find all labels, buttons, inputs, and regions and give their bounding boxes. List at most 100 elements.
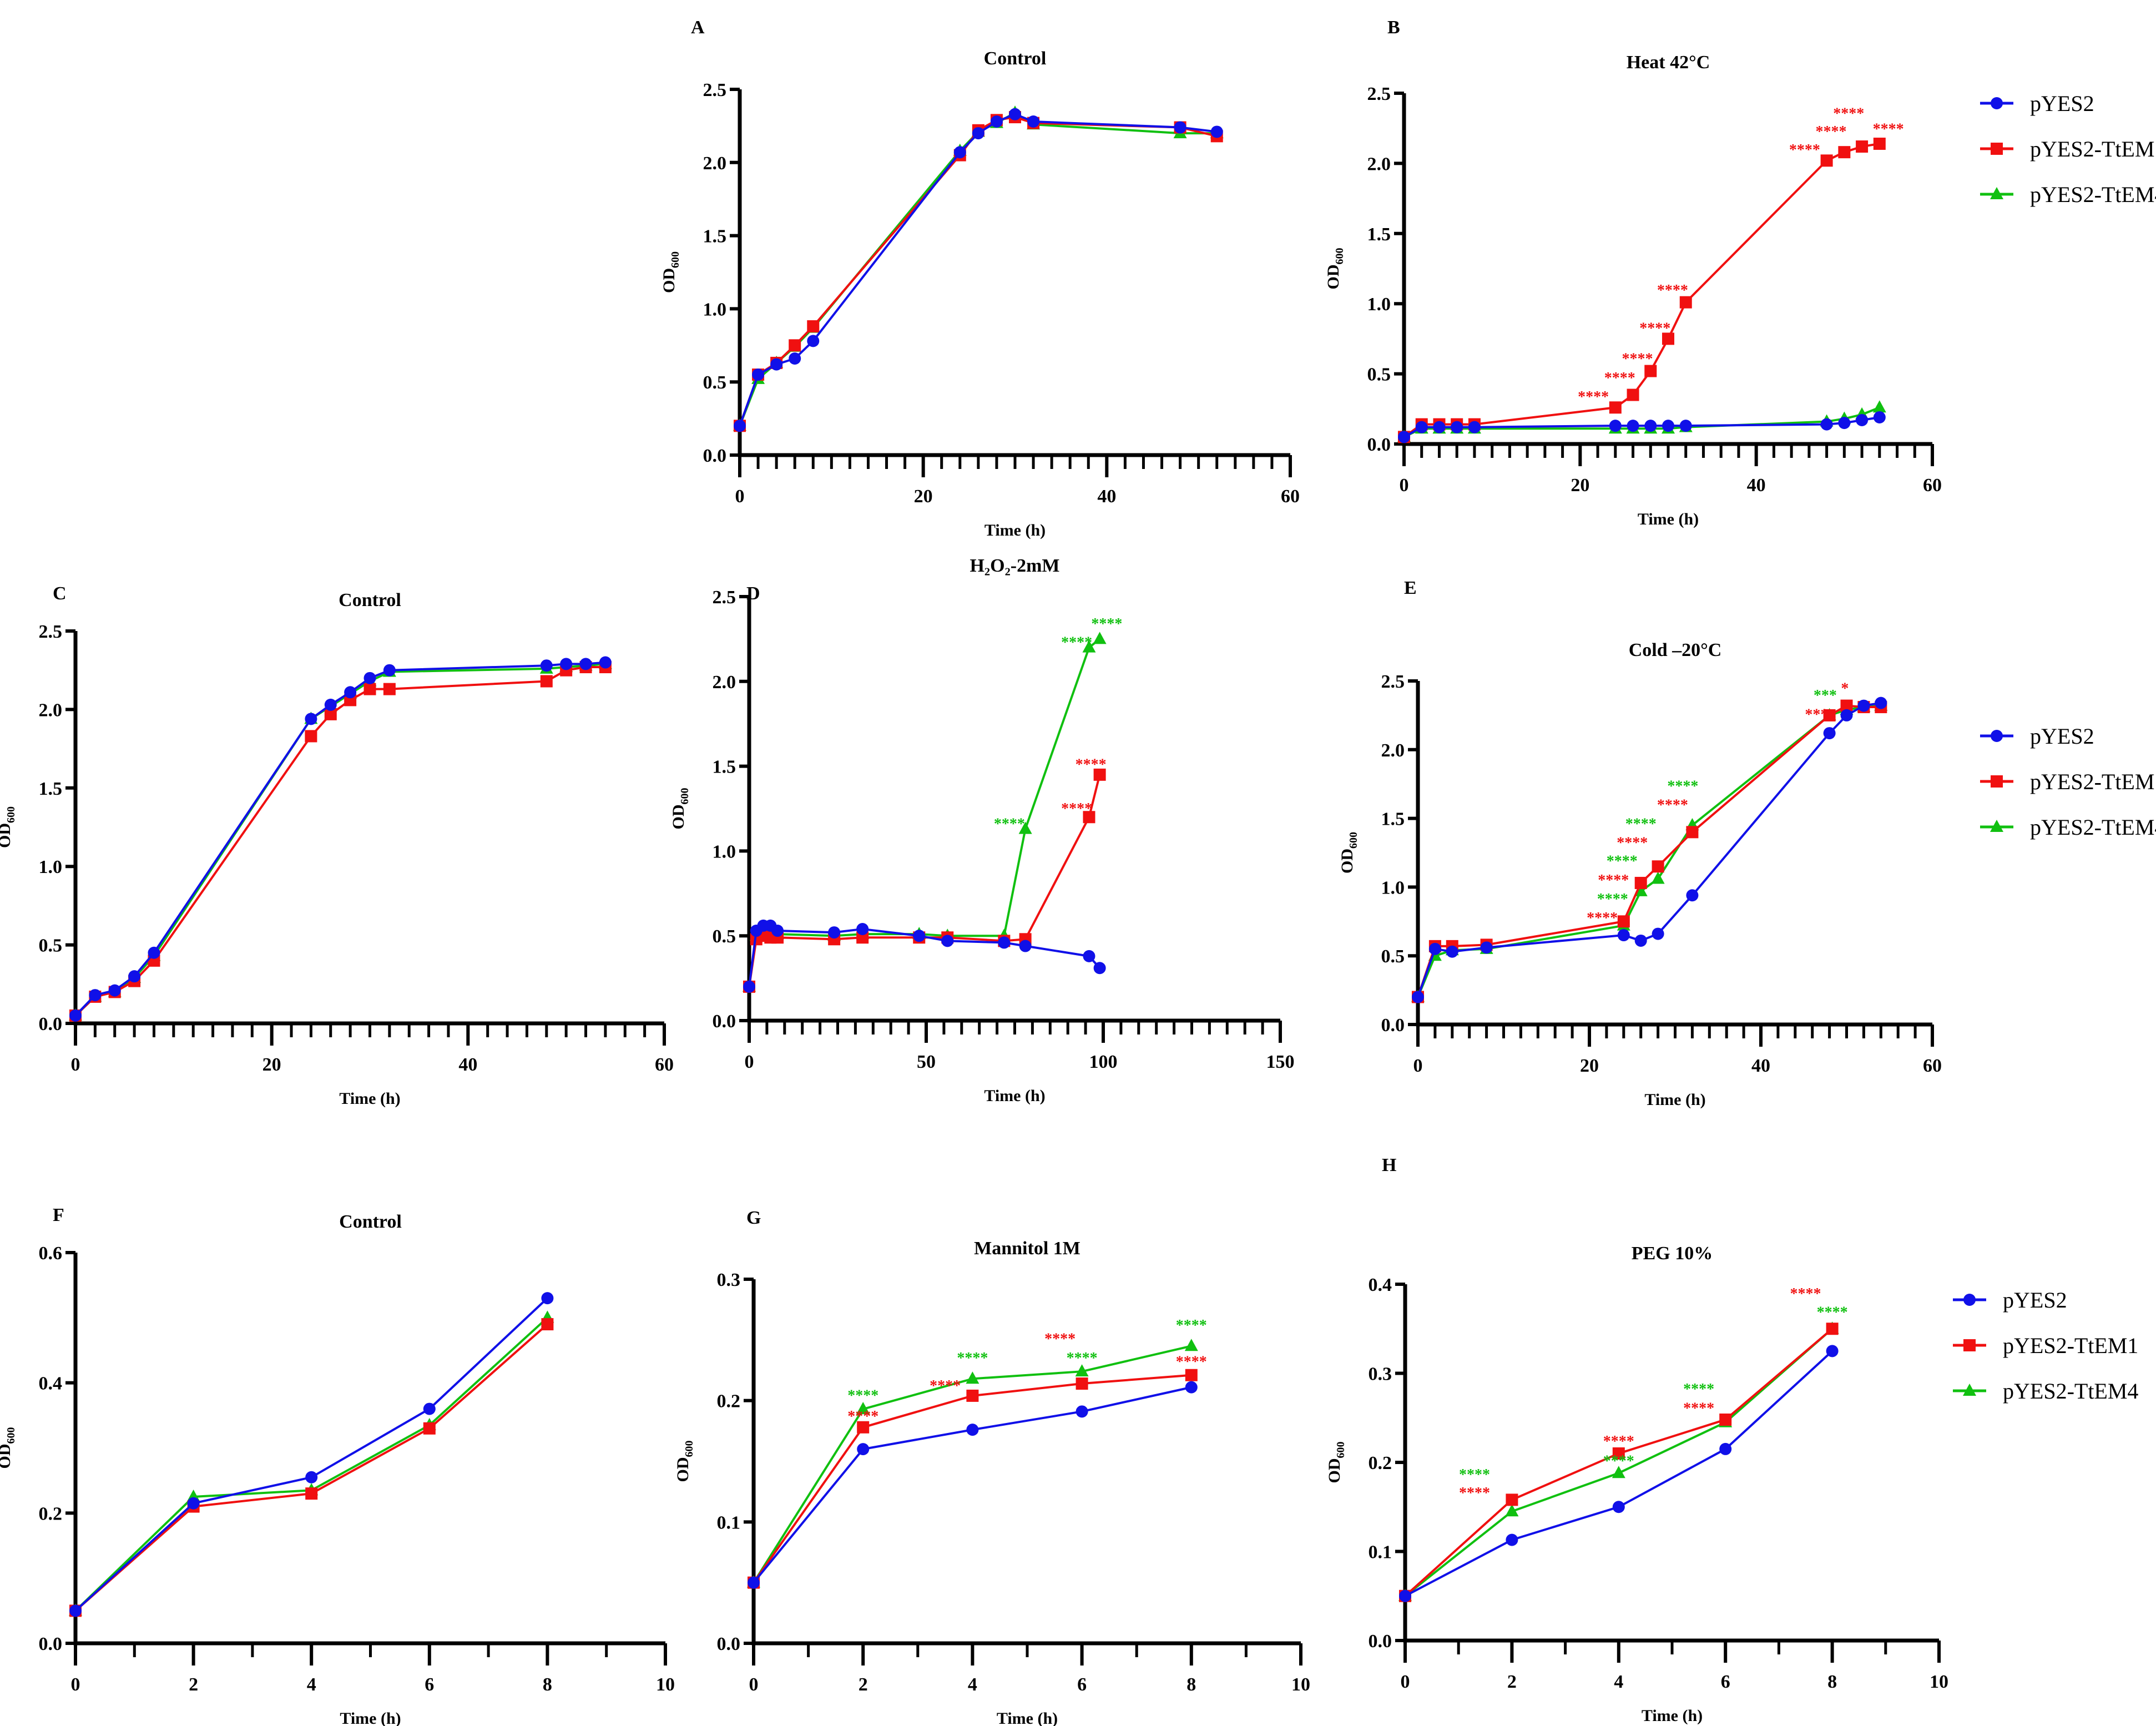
panel-title: Control: [984, 48, 1047, 69]
legend-marker: [1963, 1294, 1976, 1306]
y-tick-label: 2.5: [1367, 84, 1391, 104]
panel-F: F Control 0 2 4 6 8 10 0.0 0.2 0.4 0.6 Time (h) OD600: [0, 1205, 675, 1726]
series-pYES2-TtEM4: [69, 1310, 554, 1616]
significance-annotation: ****: [1604, 370, 1635, 387]
y-tick-label: 0.6: [39, 1243, 63, 1264]
y-tick-label: 0.0: [1369, 1631, 1392, 1652]
legend: pYES2 pYES2-TtEM1 pYES2-TtEM4: [1953, 1288, 2138, 1404]
x-tick-label: 10: [656, 1674, 675, 1695]
y-axis-label: OD600: [1325, 1442, 1347, 1483]
data-point: [771, 925, 784, 937]
data-point: [1433, 421, 1446, 433]
data-point: [305, 713, 317, 725]
y-tick-label: 0.5: [1381, 946, 1405, 967]
data-point: [1093, 962, 1106, 975]
data-point: [1506, 1533, 1518, 1546]
data-point: [1651, 871, 1665, 884]
legend-item: pYES2-TtEM1: [1980, 137, 2156, 162]
significance-annotation: ****: [1597, 891, 1628, 908]
y-tick-label: 1.0: [39, 857, 63, 877]
legend-label: pYES2-TtEM1: [2030, 769, 2156, 794]
x-tick-label: 50: [917, 1052, 936, 1072]
data-point: [1093, 632, 1107, 644]
y-axis-label-subscript: 600: [669, 251, 681, 268]
series-line: [739, 116, 1218, 426]
x-tick-label: 20: [262, 1054, 281, 1075]
panel-C: C Control 0 20 40 60 0.0 0.5 1.0 1.5 2.0 2.5 Time (h…: [0, 583, 674, 1108]
panel-label: C: [53, 583, 67, 604]
x-tick-label: 10: [1930, 1672, 1948, 1692]
data-point: [789, 339, 801, 352]
x-tick-label: 4: [968, 1674, 977, 1695]
data-point: [305, 1487, 318, 1500]
significance-annotation: ****: [1061, 800, 1092, 817]
significance-annotation: ****: [1176, 1317, 1207, 1334]
x-tick-label: 0: [735, 486, 745, 507]
data-point: [1826, 1345, 1839, 1357]
panel-label: H: [1382, 1155, 1396, 1175]
y-axis-label: OD600: [669, 788, 691, 830]
data-point: [1083, 811, 1095, 824]
data-point: [990, 115, 1003, 128]
x-tick-label: 20: [1571, 475, 1589, 496]
y-axis-label: OD600: [674, 1441, 695, 1482]
data-point: [828, 926, 841, 939]
series-line: [753, 1386, 1192, 1583]
data-point: [734, 420, 746, 432]
data-point: [1652, 860, 1664, 873]
x-axis-label: Time (h): [984, 1087, 1045, 1105]
data-point: [541, 1292, 554, 1305]
x-tick-label: 20: [914, 486, 933, 507]
series-line: [1403, 143, 1880, 438]
data-point: [540, 675, 553, 688]
data-point: [599, 656, 612, 669]
significance-annotation: ****: [994, 816, 1025, 833]
series-pYES2: [69, 656, 612, 1022]
x-tick-label: 60: [1281, 486, 1300, 507]
legend-item: pYES2-TtEM1: [1980, 769, 2156, 794]
panel-G: G Mannitol 1M 0 2 4 6 8 10 0.0 0.1 0.2 0.3 Time (h) O…: [674, 1208, 1310, 1726]
series-pYES2: [69, 1292, 554, 1617]
y-tick-label: 1.5: [1381, 809, 1405, 830]
y-axis-label-subscript: 600: [1335, 1442, 1347, 1458]
x-tick-label: 60: [1923, 1056, 1942, 1076]
data-point: [1679, 420, 1692, 432]
panel-title: Cold –20°C: [1629, 640, 1722, 660]
significance-annotation: ****: [1598, 872, 1629, 889]
data-point: [1856, 414, 1869, 427]
significance-annotation: ****: [1091, 615, 1122, 633]
x-axis-label: Time (h): [1644, 1091, 1705, 1109]
data-point: [1009, 108, 1021, 120]
panel-label: A: [691, 17, 705, 38]
legend-item: pYES2-TtEM1: [1953, 1333, 2138, 1358]
x-axis-label: Time (h): [997, 1709, 1058, 1726]
significance-annotation: ****: [1603, 1452, 1634, 1470]
y-axis-label-subscript: 600: [5, 1427, 17, 1444]
x-tick-label: 10: [1291, 1674, 1310, 1695]
significance-annotation: ****: [1833, 105, 1864, 122]
x-tick-label: 4: [307, 1674, 316, 1695]
data-point: [1617, 929, 1630, 942]
legend-label: pYES2-TtEM1: [2003, 1333, 2138, 1358]
significance-annotation: ****: [1667, 778, 1698, 795]
y-tick-label: 0.5: [1367, 365, 1391, 385]
legend-marker: [1963, 1384, 1976, 1396]
x-tick-label: 40: [458, 1054, 477, 1075]
data-point: [1468, 421, 1481, 433]
data-point: [1082, 640, 1096, 653]
y-tick-label: 2.5: [703, 80, 727, 100]
data-point: [1174, 121, 1186, 134]
significance-annotation: ****: [1657, 796, 1688, 814]
data-point: [1652, 927, 1664, 940]
legend-marker: [1990, 187, 2003, 199]
data-point: [913, 930, 926, 942]
data-point: [1662, 420, 1674, 432]
axes: [751, 1279, 1301, 1646]
y-tick-label: 2.0: [713, 672, 736, 693]
data-point: [1185, 1381, 1198, 1394]
data-point: [1644, 420, 1657, 432]
y-tick-label: 0.5: [713, 926, 736, 947]
legend-label: pYES2: [2030, 724, 2094, 749]
axes: [73, 1253, 665, 1646]
data-point: [966, 1389, 979, 1402]
